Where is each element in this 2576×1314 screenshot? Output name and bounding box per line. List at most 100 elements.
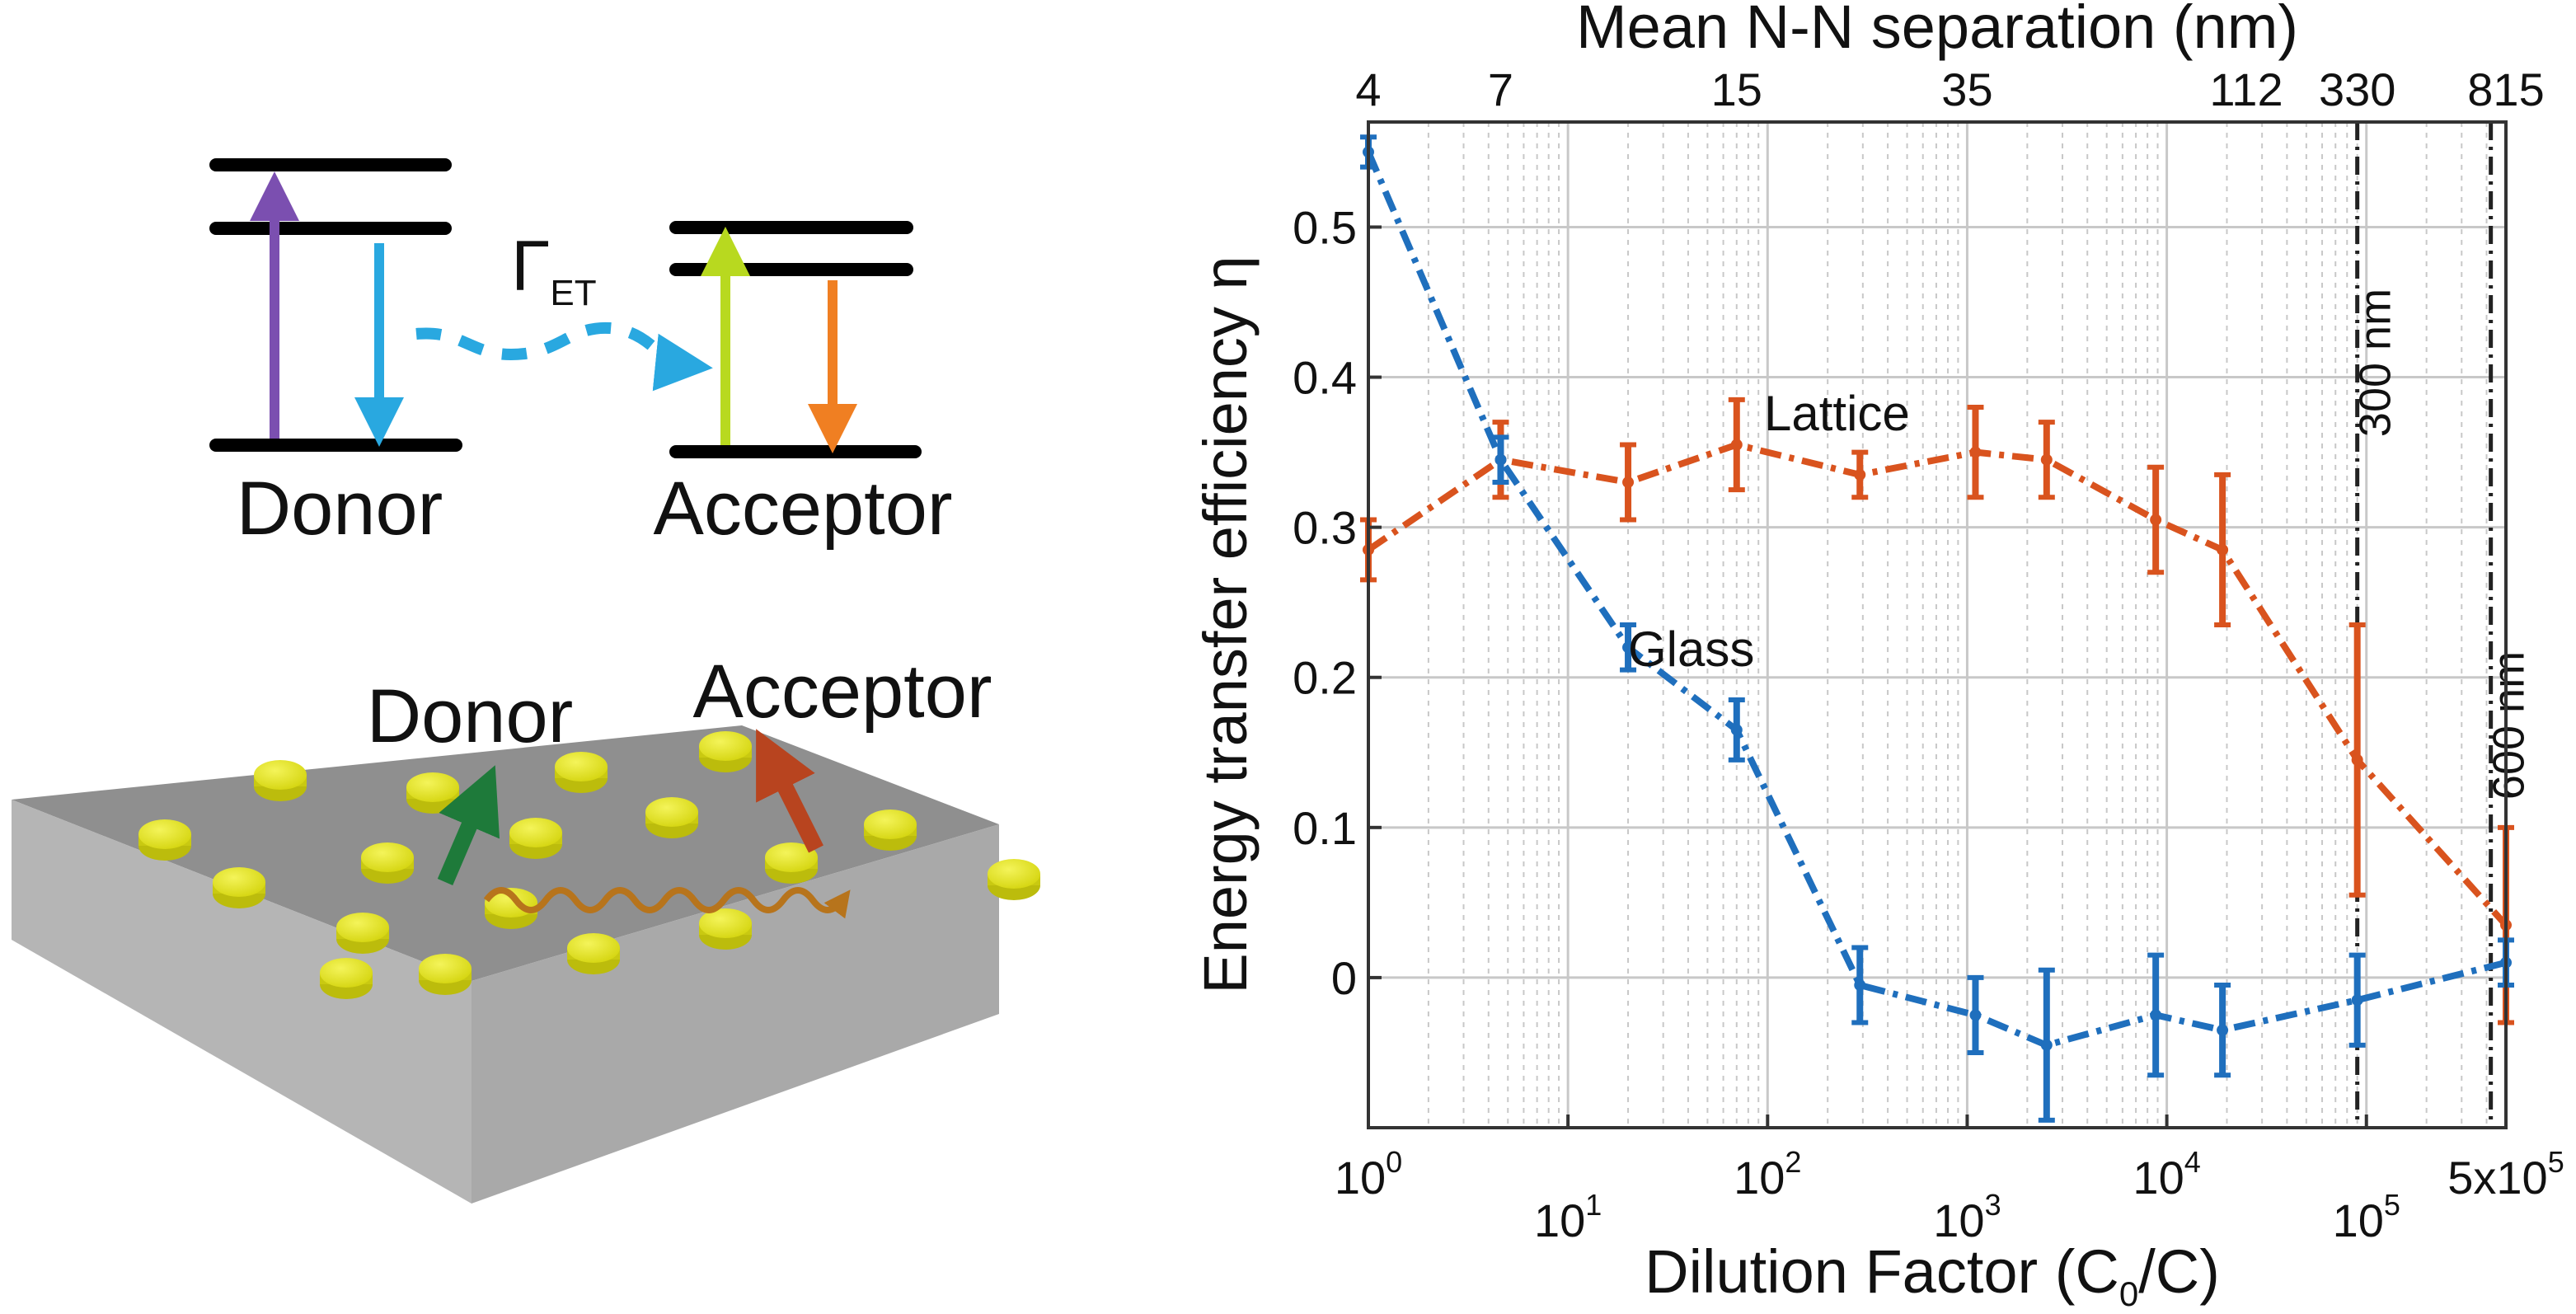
y-tick-label: 0.4 [1293,352,1357,404]
donor-label: Donor [237,467,443,551]
disk-top [509,818,562,847]
quantum-dot-disk [645,797,698,838]
slab-illustration: Donor Acceptor [12,650,1040,1204]
y-tick-label: 0.1 [1293,802,1357,854]
plot-area [1368,122,2506,1128]
y-tick-label: 0.3 [1293,502,1357,554]
data-point [2351,994,2363,1007]
quantum-dot-disk [699,731,752,772]
top-tick-label: 815 [2467,63,2544,115]
disk-top [419,954,472,983]
quantum-dot-disk [406,772,459,814]
disk-top [320,958,373,988]
data-point [1854,979,1866,992]
disk-top [254,760,307,790]
disk-top [336,913,389,942]
x-tick-exponent: 0 [1386,1145,1402,1179]
quantum-dot-disk [336,913,389,954]
quantum-dot-disk [555,752,608,793]
gamma-symbol: Γ [511,227,550,306]
data-point [1730,724,1743,736]
quantum-dot-disk [567,933,620,974]
energy-transfer-arrow [415,321,713,392]
x-tick-exponent: 3 [1985,1188,2001,1222]
x-tick-label: 100 [1335,1145,1402,1204]
disk-top [555,752,608,781]
top-tick-label: 35 [1941,63,1992,115]
data-point [2351,753,2363,766]
slab-transfer-wave [483,887,851,919]
slab-front-face [12,800,472,1204]
x-tick-exponent: 5 [2384,1188,2400,1222]
disk-top [138,819,191,849]
vline-label: 600 nm [2485,651,2534,800]
donor-dipole-arrow [437,765,500,885]
quantum-dot-disk [320,958,373,999]
x-tick-base: 10 [1534,1194,1585,1246]
series-label-glass: Glass [1628,622,1754,677]
x-tick-label: 102 [1734,1145,1801,1204]
top-tick-label: 4 [1355,63,1381,115]
y-tick-label: 0.5 [1293,201,1357,253]
data-point [1969,1009,1982,1021]
data-point [1854,468,1866,481]
data-point [2040,453,2053,466]
plot-frame [1367,120,2508,1129]
quantum-dot-disk [138,819,191,861]
top-axis-title: Mean N-N separation (nm) [1576,0,2298,61]
data-point [1622,476,1635,489]
disk-top [406,772,459,802]
y-tick-label: 0.2 [1293,652,1357,704]
data-point [1494,453,1507,466]
quantum-dot-disk [254,760,307,801]
data-point [1622,641,1635,654]
y-tick-label: 0 [1331,952,1357,1004]
slab-side-face [472,824,999,1204]
disk-top [864,810,917,839]
x-axis-title-end: /C) [2138,1237,2220,1306]
series-label-lattice: Lattice [1764,386,1910,441]
x-tick-exponent: 1 [1585,1188,1602,1222]
energy-level-diagram: ΓET Donor Acceptor [209,158,953,551]
data-point [2040,1039,2053,1051]
x-tick-exponent: 5 [2548,1145,2564,1179]
x-axis-title-main: Dilution Factor (C [1645,1237,2119,1306]
x-tick-base: 5x10 [2447,1152,2547,1204]
data-point [1969,446,1982,458]
quantum-dot-disk [699,908,752,950]
disk-top [213,867,265,897]
separation-markers: 300 nm 600 nm [2351,122,2534,1128]
series-line-glass [1365,150,2507,1049]
data-point [2150,514,2162,526]
data-series: Lattice Glass [1360,134,2514,1123]
x-axis-title: Dilution Factor (C0/C) [1645,1237,2220,1313]
quantum-dot-disk [213,867,265,908]
slab-donor-label: Donor [367,674,574,758]
vline-label: 300 nm [2351,289,2400,437]
disk-top [988,859,1040,889]
x-tick-base: 10 [1734,1152,1785,1204]
data-point [2150,1009,2162,1021]
x-tick-base: 10 [1933,1194,1984,1246]
x-tick-base: 10 [2133,1152,2184,1204]
x-tick-label: 101 [1534,1188,1602,1246]
disk-top [699,731,752,761]
x-tick-label: 104 [2133,1145,2200,1204]
top-tick-label: 15 [1711,63,1762,115]
donor-levels [209,158,462,452]
y-axis-title: Energy transfer efficiency η [1191,256,1260,993]
x-tick-exponent: 4 [2184,1145,2201,1179]
top-tick-label: 330 [2319,63,2395,115]
efficiency-chart: 300 nm 600 nm Lattice Glass 0 0.1 0.2 0.3 0.4 0… [1191,0,2564,1313]
data-point [2217,543,2229,556]
disk-top [567,933,620,963]
x-tick-base: 10 [2333,1194,2384,1246]
quantum-dot-disk [765,842,818,884]
x-tick-label: 5x105 [2447,1145,2564,1204]
disk-top [361,842,414,872]
disk-top [765,842,818,872]
acceptor-dipole-arrow [756,729,823,853]
x-tick-label: 103 [1933,1188,2001,1246]
acceptor-levels [669,221,922,458]
disk-top [645,797,698,827]
